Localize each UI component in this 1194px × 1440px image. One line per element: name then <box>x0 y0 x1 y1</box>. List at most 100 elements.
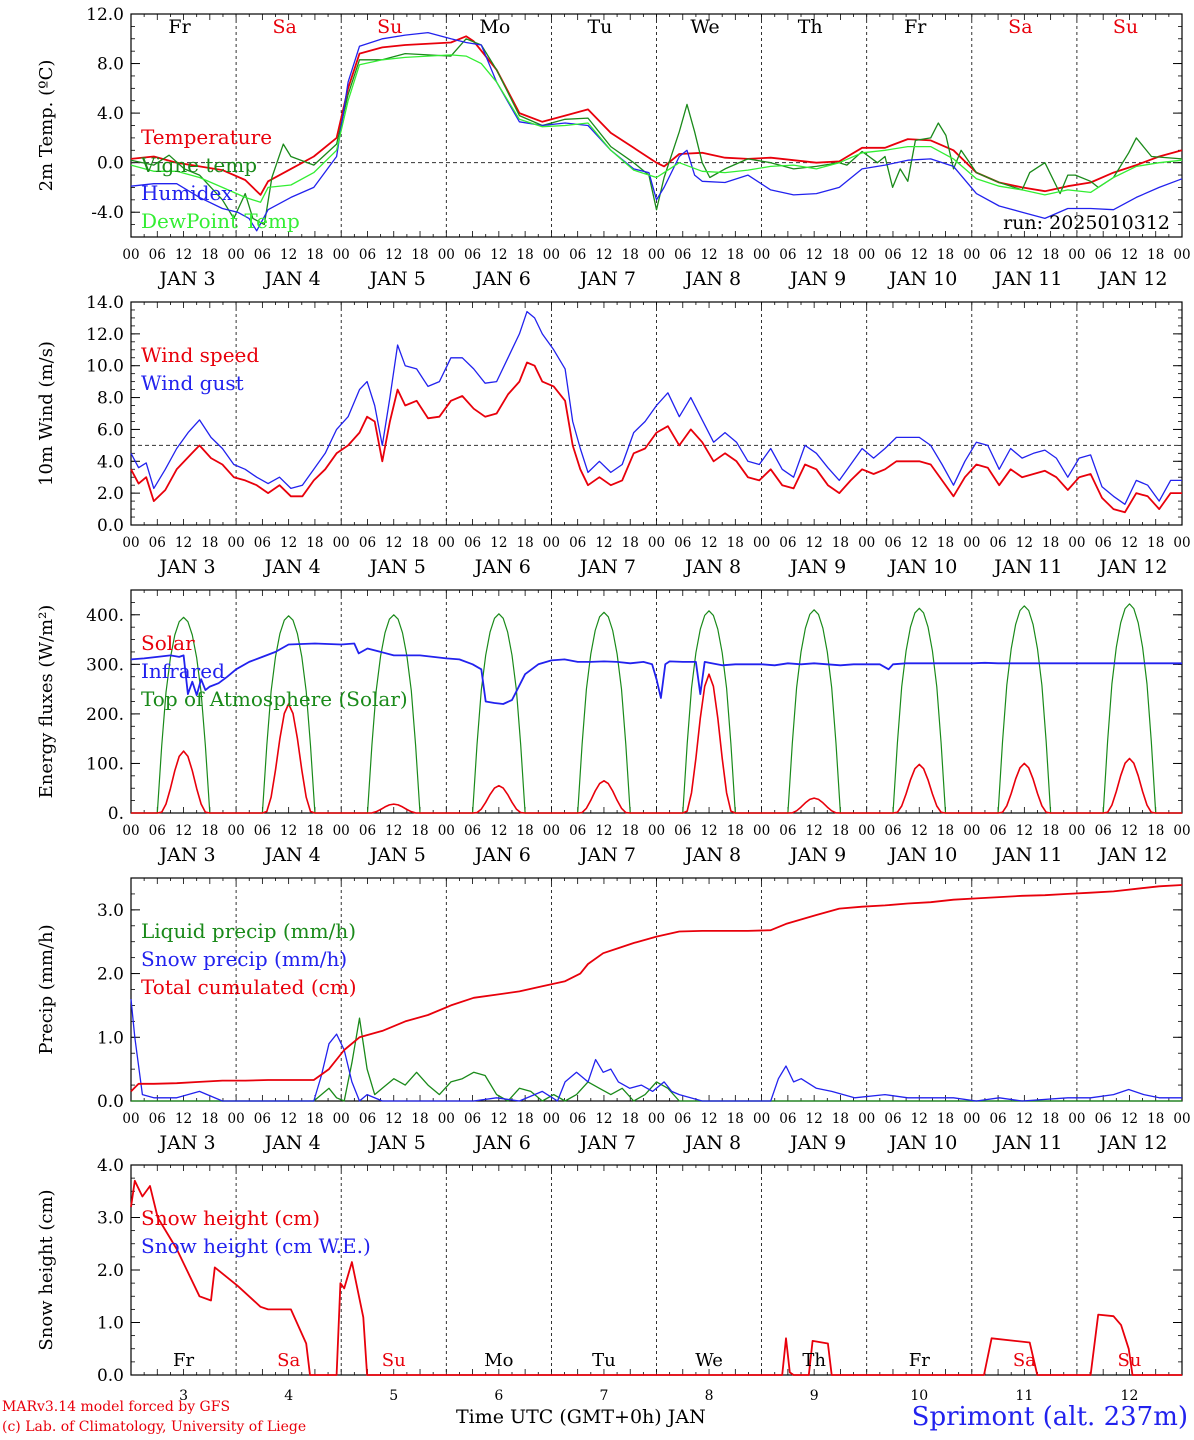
hour-tick-label: 00 <box>648 247 665 263</box>
hour-tick-label: 12 <box>175 1111 192 1127</box>
series-line-temp <box>130 38 1183 226</box>
hour-tick-label: 06 <box>569 1111 586 1127</box>
y-tick-label: 0.0 <box>97 154 124 174</box>
hour-tick-label: 06 <box>989 1111 1006 1127</box>
date-label: JAN 7 <box>578 268 636 290</box>
date-label: JAN 4 <box>263 844 321 866</box>
hour-tick-label: 12 <box>1016 247 1033 263</box>
hour-tick-label: 00 <box>122 535 139 551</box>
date-label: JAN 5 <box>368 1132 426 1154</box>
day-name: Fr <box>904 16 927 38</box>
hour-tick-label: 18 <box>306 823 323 839</box>
hour-tick-label: 06 <box>569 535 586 551</box>
hour-tick-label: 00 <box>753 823 770 839</box>
hour-tick-label: 12 <box>700 823 717 839</box>
hour-tick-label: 06 <box>464 535 481 551</box>
hour-tick-label: 00 <box>1173 823 1190 839</box>
hour-tick-label: 00 <box>648 823 665 839</box>
hour-tick-label: 00 <box>648 535 665 551</box>
hour-tick-label: 18 <box>306 535 323 551</box>
hour-tick-label: 12 <box>1016 1111 1033 1127</box>
date-label: JAN 6 <box>473 556 531 578</box>
date-label: JAN 6 <box>473 268 531 290</box>
hour-tick-label: 06 <box>569 247 586 263</box>
date-label: JAN 7 <box>578 1132 636 1154</box>
y-tick-label: 6.0 <box>97 420 124 440</box>
hour-tick-label: 06 <box>1095 535 1112 551</box>
hour-tick-label: 18 <box>411 247 428 263</box>
hour-tick-label: 00 <box>753 247 770 263</box>
date-label: JAN 11 <box>992 268 1062 290</box>
y-tick-label: -4.0 <box>91 203 124 223</box>
legend-snow: Snow height (cm W.E.) <box>141 1234 371 1258</box>
day-number: 4 <box>284 1388 293 1404</box>
day-name: Fr <box>168 16 191 38</box>
hour-tick-label: 18 <box>517 823 534 839</box>
hour-tick-label: 00 <box>543 823 560 839</box>
legend-flux: Solar <box>141 631 195 655</box>
series-line-temp <box>130 54 1183 203</box>
hour-tick-label: 06 <box>254 1111 271 1127</box>
day-name: Mo <box>479 16 510 38</box>
hour-tick-label: 00 <box>333 823 350 839</box>
hour-tick-label: 00 <box>438 1111 455 1127</box>
hour-tick-label: 06 <box>779 247 796 263</box>
date-label: JAN 5 <box>368 844 426 866</box>
day-name: Su <box>1117 1350 1141 1371</box>
hour-tick-label: 18 <box>832 1111 849 1127</box>
hour-tick-label: 12 <box>1121 823 1138 839</box>
legend-temp: Humidex <box>141 181 233 205</box>
hour-tick-label: 12 <box>385 1111 402 1127</box>
hour-tick-label: 00 <box>648 1111 665 1127</box>
hour-tick-label: 12 <box>1121 247 1138 263</box>
y-tick-label: 100. <box>86 754 124 774</box>
legend-flux: Top of Atmosphere (Solar) <box>141 687 408 711</box>
hour-tick-label: 00 <box>963 1111 980 1127</box>
legend-temp: Vigne temp <box>140 153 257 177</box>
hour-tick-label: 06 <box>1095 1111 1112 1127</box>
hour-tick-label: 12 <box>175 247 192 263</box>
credit-line-2: (c) Lab. of Climatology, University of L… <box>2 1419 307 1435</box>
hour-tick-label: 06 <box>359 823 376 839</box>
hour-tick-label: 06 <box>1095 247 1112 263</box>
hour-tick-label: 06 <box>254 247 271 263</box>
hour-tick-label: 12 <box>806 823 823 839</box>
hour-tick-label: 06 <box>254 823 271 839</box>
hour-tick-label: 18 <box>1042 1111 1059 1127</box>
hour-tick-label: 00 <box>543 247 560 263</box>
day-name: Su <box>1113 16 1138 38</box>
hour-tick-label: 06 <box>989 535 1006 551</box>
day-name: We <box>695 1350 723 1371</box>
date-label: JAN 12 <box>1097 1132 1167 1154</box>
hour-tick-label: 06 <box>149 535 166 551</box>
hour-tick-label: 12 <box>911 247 928 263</box>
day-number: 5 <box>389 1388 398 1404</box>
hour-tick-label: 00 <box>753 1111 770 1127</box>
y-tick-label: 2.0 <box>97 484 124 504</box>
date-label: JAN 7 <box>578 844 636 866</box>
day-name: Sa <box>272 16 296 38</box>
y-axis-label: 10m Wind (m/s) <box>36 341 57 486</box>
hour-tick-label: 06 <box>674 823 691 839</box>
hour-tick-label: 18 <box>201 535 218 551</box>
hour-tick-label: 12 <box>806 1111 823 1127</box>
hour-tick-label: 06 <box>884 1111 901 1127</box>
y-tick-label: 12.0 <box>86 5 124 25</box>
y-tick-label: 1.0 <box>97 1314 124 1334</box>
hour-tick-label: 18 <box>937 247 954 263</box>
legend-snow: Snow height (cm) <box>141 1206 320 1230</box>
x-axis-title: Time UTC (GMT+0h) JAN <box>456 1406 706 1428</box>
day-name: Tu <box>587 16 612 38</box>
hour-tick-label: 12 <box>700 247 717 263</box>
date-label: JAN 10 <box>887 268 957 290</box>
hour-tick-label: 00 <box>963 247 980 263</box>
hour-tick-label: 00 <box>1068 535 1085 551</box>
hour-tick-label: 00 <box>438 247 455 263</box>
y-tick-label: 8.0 <box>97 389 124 409</box>
panel-flux <box>130 589 1183 814</box>
hour-tick-label: 00 <box>858 823 875 839</box>
hour-tick-label: 12 <box>385 823 402 839</box>
hour-tick-label: 18 <box>1042 247 1059 263</box>
legend-precip: Liquid precip (mm/h) <box>141 919 356 943</box>
hour-tick-label: 12 <box>175 823 192 839</box>
